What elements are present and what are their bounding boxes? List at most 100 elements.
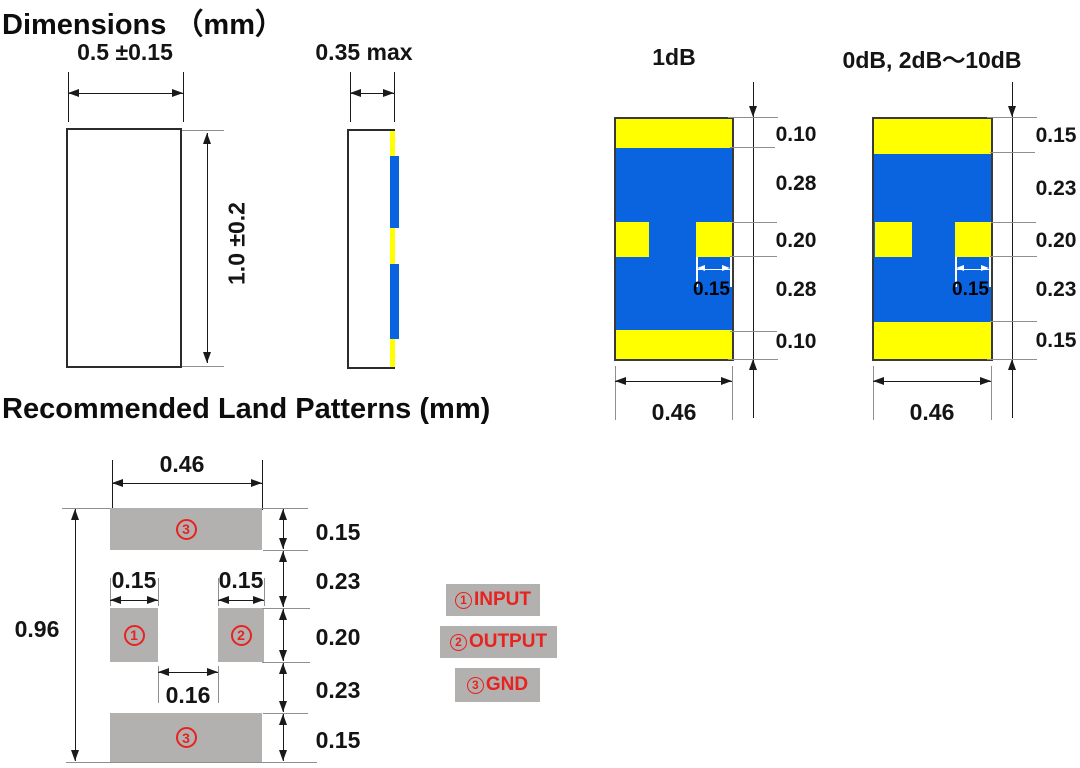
input-electrode xyxy=(875,222,912,257)
arrowhead-up xyxy=(71,509,79,520)
side-electrode-yellow-strip xyxy=(390,131,395,367)
arrowhead-down xyxy=(71,750,79,761)
band-dim-label: 0.10 xyxy=(775,123,817,146)
tick-line xyxy=(262,662,310,663)
circled-number-2: 2 xyxy=(230,624,252,646)
dimension-chain-line xyxy=(753,82,754,418)
extension-line xyxy=(991,366,992,420)
width-dimension-arrow xyxy=(68,89,183,97)
band-dim-label: 0.20 xyxy=(315,624,361,650)
band-dim-label: 0.23 xyxy=(315,677,361,703)
extension-line xyxy=(350,72,351,122)
chip-0db-layout: 0.15 xyxy=(872,117,993,361)
band-dim-label: 0.10 xyxy=(775,330,817,353)
front-height-dimension-label: 1.0 ±0.2 xyxy=(223,202,250,285)
extension-line xyxy=(218,578,219,606)
pad-gap-arrow xyxy=(158,668,218,676)
tick-line xyxy=(263,713,308,714)
circled-number-1: 1 xyxy=(123,624,145,646)
tick-line xyxy=(990,321,1037,322)
band-dim-label: 0.28 xyxy=(775,278,817,301)
tick-line xyxy=(730,147,775,148)
band-dim-label: 0.20 xyxy=(775,229,817,252)
band-dim-label: 0.28 xyxy=(775,172,817,195)
chip-0db-pad-width-label: 0.15 xyxy=(952,279,989,300)
gnd-electrode-top xyxy=(874,119,991,154)
input-electrode xyxy=(616,222,649,257)
gnd-electrode-bottom xyxy=(616,330,732,359)
width-dimension-arrow xyxy=(615,377,732,385)
chip-1db-layout: 0.15 xyxy=(614,117,734,361)
extension-line xyxy=(615,366,616,420)
front-width-dimension-label: 0.5 ±0.15 xyxy=(77,39,173,65)
band-dim-arrow xyxy=(279,663,287,712)
pad1-width-arrow xyxy=(110,596,158,604)
extension-line xyxy=(158,578,159,606)
height-dimension-arrow xyxy=(203,133,211,363)
land-width-label: 0.46 xyxy=(159,451,205,477)
output-electrode xyxy=(696,222,732,257)
band-dim-label: 0.15 xyxy=(1035,124,1077,147)
white-extension-line xyxy=(955,257,957,287)
land-pad-input: 1 xyxy=(110,608,158,662)
pad-gap-label: 0.16 xyxy=(165,682,211,708)
width-dimension-arrow xyxy=(350,89,394,97)
extension-line xyxy=(218,666,219,703)
side-electrode-blue-strip xyxy=(390,264,399,339)
legend-input: 1 INPUT xyxy=(446,584,540,616)
extension-line xyxy=(732,366,733,420)
arrowhead-down xyxy=(1008,106,1016,117)
tick-line xyxy=(262,608,310,609)
band-dim-label: 0.20 xyxy=(1035,229,1077,252)
extension-line xyxy=(183,72,184,122)
land-patterns-heading: Recommended Land Patterns (mm) xyxy=(2,393,491,425)
height-dimension-line xyxy=(75,509,76,761)
chip-1db-width-label: 0.46 xyxy=(651,399,697,425)
side-view-outline xyxy=(347,129,395,369)
tick-line xyxy=(990,152,1035,153)
band-dim-arrow xyxy=(279,609,287,661)
tick-line xyxy=(987,117,1037,118)
pad-width-arrow xyxy=(697,265,730,271)
chip-1db-title: 1dB xyxy=(652,44,696,70)
legend-input-label: INPUT xyxy=(474,589,531,610)
land-pad-gnd-top: 3 xyxy=(110,508,262,550)
pad2-width-arrow xyxy=(218,596,264,604)
extension-line xyxy=(182,130,224,131)
white-extension-line xyxy=(730,257,732,287)
tick-line xyxy=(263,550,308,551)
width-dimension-arrow xyxy=(873,377,991,385)
width-dimension-arrow xyxy=(112,479,262,487)
pad2-width-label: 0.15 xyxy=(218,567,264,593)
extension-line xyxy=(68,72,69,122)
arrowhead-down xyxy=(749,106,757,117)
pad-width-arrow xyxy=(956,265,989,271)
tick-line xyxy=(990,256,1037,257)
band-dim-label: 0.23 xyxy=(315,568,361,594)
extension-line xyxy=(182,366,224,367)
extension-line xyxy=(264,578,265,606)
tick-line xyxy=(987,359,1037,360)
arrowhead-up xyxy=(749,359,757,370)
legend-gnd-label: GND xyxy=(485,674,529,695)
gnd-electrode-bottom xyxy=(874,322,991,359)
dimension-chain-line xyxy=(1012,82,1013,418)
output-electrode xyxy=(955,222,991,257)
band-dim-arrow xyxy=(279,714,287,761)
extension-line xyxy=(262,460,263,510)
land-pad-gnd-bottom: 3 xyxy=(110,713,262,762)
band-dim-arrow xyxy=(279,551,287,607)
band-dim-label: 0.23 xyxy=(1035,177,1077,200)
circled-number-3: 3 xyxy=(175,518,197,540)
band-dim-label: 0.15 xyxy=(315,519,361,545)
land-pad-output: 2 xyxy=(218,608,264,662)
circled-number-3: 3 xyxy=(175,727,197,748)
tick-line xyxy=(991,222,1036,223)
band-dim-label: 0.23 xyxy=(1035,278,1077,301)
chip-0db-width-label: 0.46 xyxy=(909,399,955,425)
legend-output: 2 OUTPUT xyxy=(440,626,557,658)
chip-1db-pad-width-label: 0.15 xyxy=(693,279,730,300)
extension-line xyxy=(66,762,317,763)
tick-line xyxy=(732,222,777,223)
